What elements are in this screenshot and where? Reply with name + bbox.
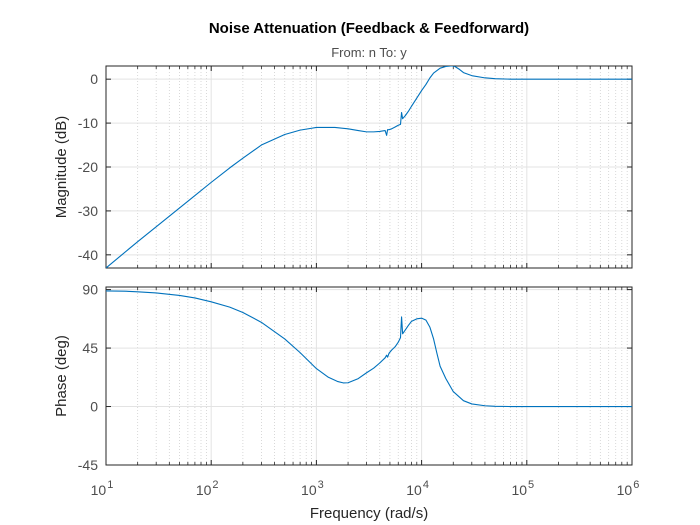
y-tick-label: -20 [78,159,98,175]
x-tick-exponent: 6 [633,479,639,491]
x-tick-label: 105 [511,479,534,498]
chart-title: Noise Attenuation (Feedback & Feedforwar… [209,20,529,37]
x-tick-exponent: 2 [212,479,218,491]
y-tick-label: -10 [78,115,98,131]
x-tick-label: 102 [196,479,219,498]
y-tick-label: 45 [82,340,98,356]
x-tick-label: 101 [91,479,114,498]
x-tick-exponent: 5 [528,479,534,491]
magnitude-axes-frame [105,65,633,269]
phase-axes-frame [105,286,633,466]
x-tick-exponent: 4 [423,479,429,491]
x-axis-label: Frequency (rad/s) [310,505,428,522]
x-tick-exponent: 3 [318,479,324,491]
y-tick-label: -30 [78,203,98,219]
y-tick-label: -45 [78,457,98,473]
magnitude-series-line [106,66,632,268]
x-tick-exponent: 1 [107,479,113,491]
y-tick-label: 0 [90,399,98,415]
y-tick-label: -40 [78,247,98,263]
magnitude-panel: 0 -10 -20 -30 -40 Magnitude (dB) [53,65,633,269]
y-tick-label: 90 [82,282,98,298]
x-tick-label: 103 [301,479,324,498]
x-tick-label: 106 [617,479,640,498]
magnitude-y-axis-label: Magnitude (dB) [53,116,70,219]
phase-y-axis-label: Phase (deg) [53,335,70,417]
y-tick-label: 0 [90,71,98,87]
phase-series-line [106,290,632,408]
chart-subtitle: From: n To: y [331,45,407,60]
x-tick-label: 104 [406,479,429,498]
